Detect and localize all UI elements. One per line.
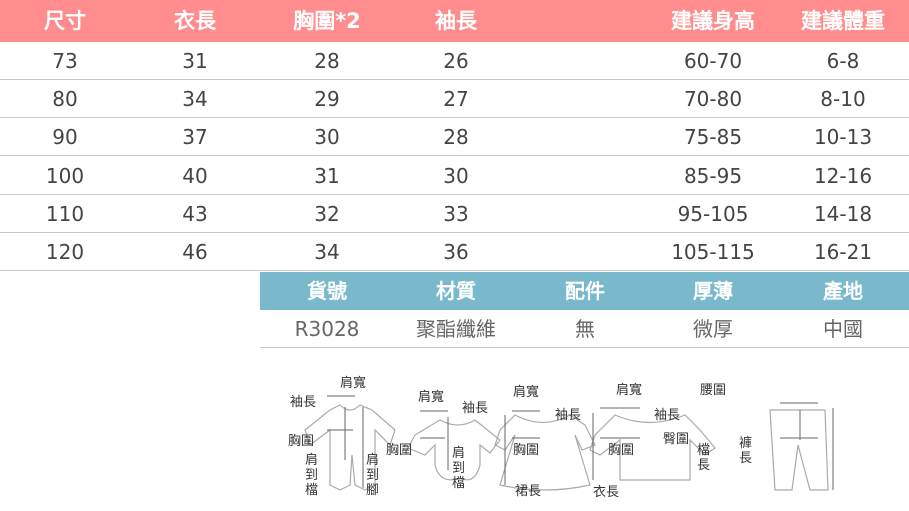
pants-length-label: 褲長 — [739, 436, 753, 466]
origin: 中國 — [823, 317, 863, 341]
accessory: 無 — [575, 317, 595, 341]
size-cell: 10-13 — [813, 125, 873, 150]
header-material: 材質 — [436, 279, 476, 303]
size-table-row: 90 37 30 28 75-85 10-13 — [0, 118, 909, 157]
header-chest: 胸圍*2 — [293, 9, 361, 33]
item-no: R3028 — [294, 317, 360, 341]
pants-hip-label: 臀圍 — [663, 432, 690, 447]
bodysuit-shoulder-label: 肩寬 — [418, 390, 445, 405]
bodysuit-shoulder-crotch-label: 肩到檔 — [452, 446, 466, 491]
size-cell: 120 — [45, 240, 85, 264]
size-cell: 105-115 — [671, 240, 755, 264]
header-weight: 建議體重 — [801, 9, 885, 33]
info-table-row: R3028 聚酯纖維 無 微厚 中國 — [260, 310, 909, 348]
top-chest-label: 胸圍 — [608, 443, 635, 458]
size-cell: 8-10 — [820, 87, 866, 112]
size-cell: 26 — [443, 49, 469, 73]
size-cell: 100 — [45, 163, 85, 188]
dress-sleeve-label: 袖長 — [555, 408, 582, 423]
size-cell: 34 — [314, 240, 340, 264]
size-table-row: 80 34 29 27 70-80 8-10 — [0, 80, 909, 119]
romper-shoulder-foot-label: 肩到腳 — [366, 453, 380, 498]
dress-skirt-label: 裙長 — [515, 484, 542, 499]
top-outline — [589, 414, 716, 481]
top-sleeve-label: 袖長 — [654, 408, 681, 423]
bodysuit-sleeve-label: 袖長 — [462, 401, 489, 416]
size-cell: 90 — [52, 125, 78, 150]
header-sleeve: 袖長 — [435, 9, 477, 33]
bodysuit-outline — [407, 419, 501, 481]
size-cell: 110 — [45, 201, 85, 226]
size-cell: 75-85 — [683, 125, 743, 150]
romper-chest-label: 胸圍 — [288, 434, 315, 449]
size-cell: 31 — [314, 163, 340, 188]
header-height: 建議身高 — [671, 9, 755, 33]
header-size: 尺寸 — [44, 9, 86, 33]
header-item-no: 貨號 — [307, 279, 347, 303]
thickness: 微厚 — [693, 317, 733, 341]
bodysuit-chest-label: 胸圍 — [386, 443, 413, 458]
size-table-row: 73 31 28 26 60-70 6-8 — [0, 42, 909, 80]
size-cell: 95-105 — [677, 201, 749, 226]
info-table-header: 貨號 材質 配件 厚薄 產地 — [260, 272, 909, 310]
size-cell: 30 — [443, 163, 469, 188]
size-table-row: 100 40 31 30 85-95 12-16 — [0, 157, 909, 195]
material: 聚酯纖維 — [416, 317, 496, 341]
size-cell: 32 — [314, 201, 340, 226]
size-cell: 34 — [182, 87, 208, 112]
size-cell: 16-21 — [813, 240, 873, 264]
size-cell: 31 — [182, 49, 208, 73]
size-cell: 70-80 — [683, 87, 743, 112]
size-cell: 12-16 — [813, 163, 873, 188]
size-cell: 80 — [52, 87, 78, 112]
size-cell: 29 — [314, 87, 340, 112]
romper-shoulder-crotch-label: 肩到檔 — [305, 453, 319, 498]
size-cell: 28 — [314, 49, 340, 73]
garment-diagrams — [304, 395, 834, 491]
header-length: 衣長 — [174, 9, 216, 33]
dress-shoulder-label: 肩寬 — [513, 385, 540, 400]
top-length-label: 衣長 — [593, 485, 620, 500]
size-cell: 36 — [443, 240, 469, 264]
size-cell: 27 — [443, 87, 469, 112]
header-origin: 產地 — [823, 279, 863, 303]
size-table-row: 120 46 34 36 105-115 16-21 — [0, 233, 909, 271]
size-table-header: 尺寸 衣長 胸圍*2 袖長 建議身高 建議體重 — [0, 0, 909, 42]
size-cell: 43 — [182, 201, 208, 226]
size-cell: 30 — [314, 125, 340, 150]
header-accessory: 配件 — [565, 279, 605, 303]
size-cell: 14-18 — [813, 201, 873, 226]
size-cell: 28 — [443, 125, 469, 150]
size-cell: 73 — [52, 49, 78, 73]
romper-shoulder-label: 肩寬 — [340, 376, 367, 391]
size-cell: 85-95 — [683, 163, 743, 188]
top-shoulder-label: 肩寬 — [616, 383, 643, 398]
dress-outline — [494, 414, 596, 491]
size-table-row: 110 43 32 33 95-105 14-18 — [0, 195, 909, 233]
header-thickness: 厚薄 — [693, 279, 733, 303]
size-cell: 40 — [182, 163, 208, 188]
dress-chest-label: 胸圍 — [513, 443, 540, 458]
pants-waist-label: 腰圍 — [700, 383, 727, 398]
pants-crotch-label: 檔長 — [697, 443, 711, 473]
size-cell: 33 — [443, 201, 469, 226]
size-cell: 37 — [182, 125, 208, 150]
size-cell: 6-8 — [826, 49, 860, 73]
size-cell: 46 — [182, 240, 208, 264]
romper-outline — [304, 404, 396, 491]
romper-sleeve-label: 袖長 — [290, 395, 317, 410]
pants-outline — [769, 409, 829, 491]
size-cell: 60-70 — [683, 49, 743, 73]
